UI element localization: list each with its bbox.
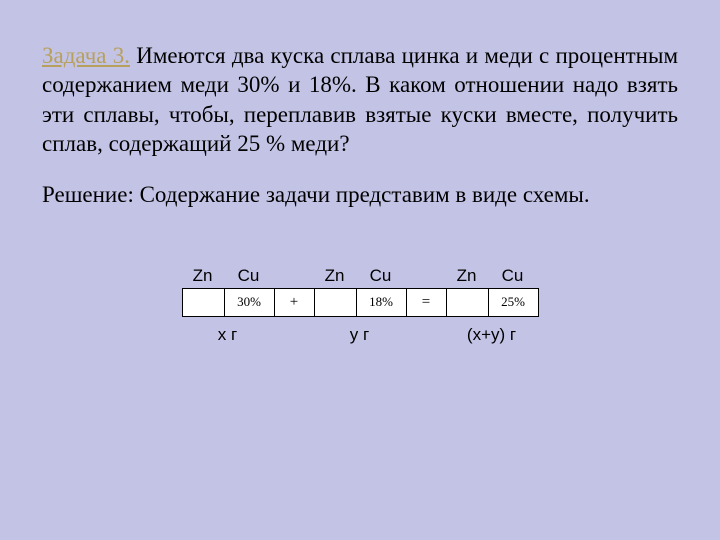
alloy-diagram: Zn Cu Zn Cu Zn Cu 30% + 18% = [182, 266, 539, 345]
cell-op-plus: + [274, 288, 314, 316]
mass-spacer-1 [274, 325, 314, 345]
label-cu-2: Cu [356, 266, 406, 286]
table-row: 30% + 18% = 25% [182, 288, 538, 316]
cell-zn-1 [182, 288, 224, 316]
task-label: Задача 3. [42, 43, 130, 68]
cell-cu-2: 18% [356, 288, 406, 316]
cell-zn-2 [314, 288, 356, 316]
solution-line: Решение: Содержание задачи представим в … [42, 182, 678, 208]
mass-1: х г [182, 325, 274, 345]
element-labels-row: Zn Cu Zn Cu Zn Cu [182, 266, 539, 286]
cell-cu-1: 30% [224, 288, 274, 316]
label-zn-1: Zn [182, 266, 224, 286]
mass-2: у г [314, 325, 406, 345]
page: Задача 3. Имеются два куска сплава цинка… [0, 0, 720, 345]
problem-text: Имеются два куска сплава цинка и меди с … [42, 43, 678, 156]
problem-paragraph: Задача 3. Имеются два куска сплава цинка… [42, 41, 678, 159]
cell-zn-3 [446, 288, 488, 316]
label-zn-3: Zn [446, 266, 488, 286]
label-spacer-1 [274, 266, 314, 286]
alloy-table: 30% + 18% = 25% [182, 288, 539, 317]
cell-op-eq: = [406, 288, 446, 316]
cell-cu-3: 25% [488, 288, 538, 316]
label-spacer-2 [406, 266, 446, 286]
label-zn-2: Zn [314, 266, 356, 286]
diagram-container: Zn Cu Zn Cu Zn Cu 30% + 18% = [42, 266, 678, 345]
label-cu-1: Cu [224, 266, 274, 286]
mass-spacer-2 [406, 325, 446, 345]
mass-labels-row: х г у г (х+у) г [182, 325, 539, 345]
mass-3: (х+у) г [446, 325, 538, 345]
label-cu-3: Cu [488, 266, 538, 286]
